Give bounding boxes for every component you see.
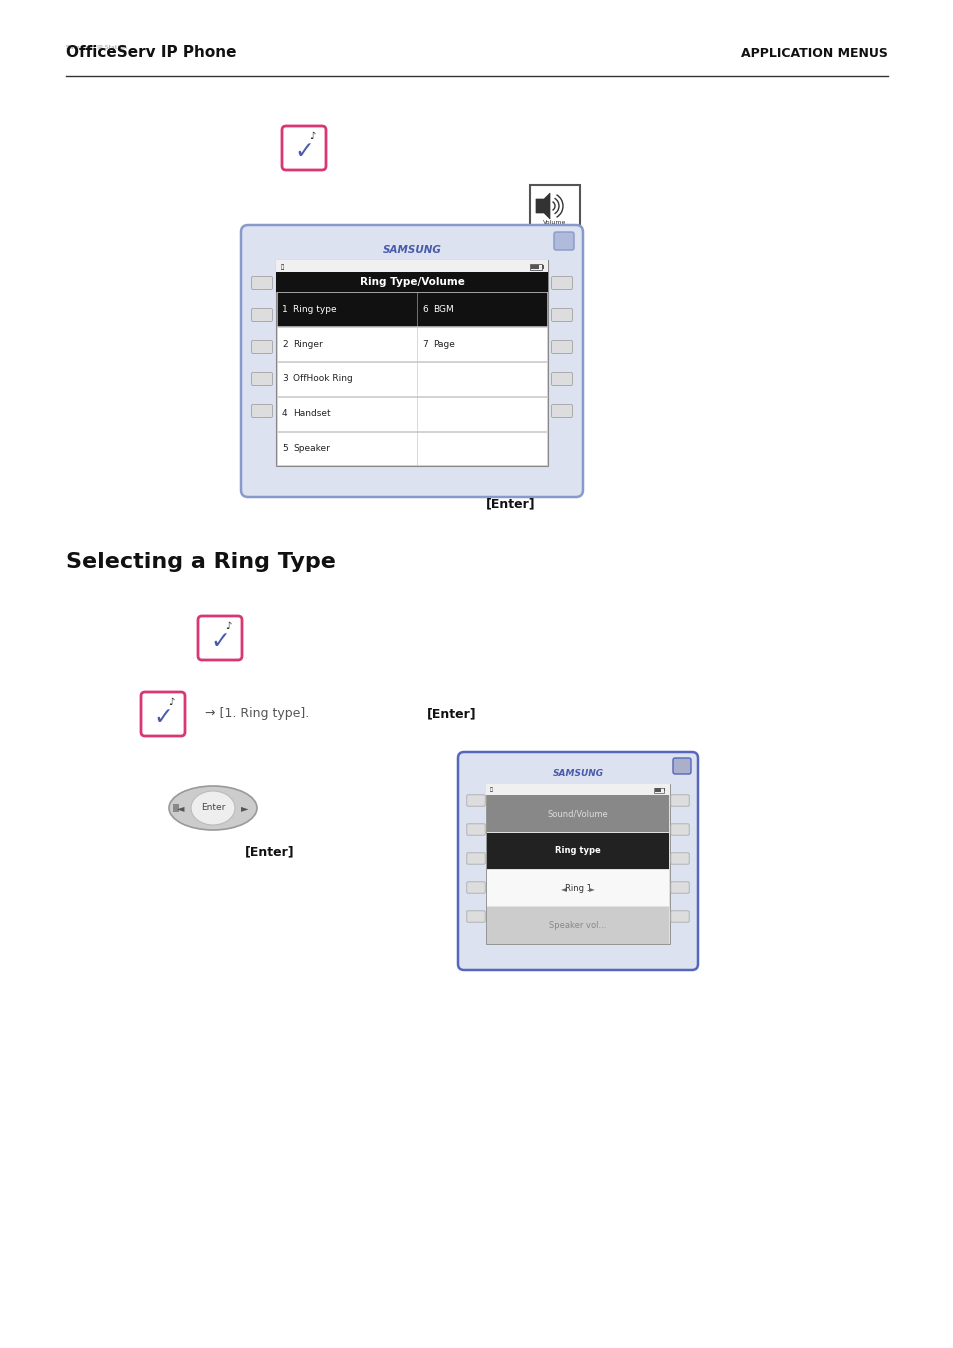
FancyBboxPatch shape: [551, 404, 572, 418]
Text: ✓: ✓: [210, 630, 230, 652]
Bar: [276, 396, 546, 431]
Bar: [275, 272, 547, 293]
Bar: [276, 328, 546, 361]
Text: Ring type: Ring type: [293, 305, 336, 314]
Text: Ring 1: Ring 1: [564, 884, 591, 892]
Text: SAMSUNG: SAMSUNG: [552, 770, 603, 779]
Bar: [654, 789, 663, 793]
FancyBboxPatch shape: [282, 125, 326, 170]
FancyBboxPatch shape: [241, 225, 582, 497]
Text: Page: Page: [433, 340, 455, 349]
Text: [Enter]: [Enter]: [427, 708, 476, 720]
FancyBboxPatch shape: [457, 752, 698, 971]
FancyBboxPatch shape: [252, 341, 273, 353]
Text: Volume: Volume: [543, 220, 566, 225]
Text: → [1. Ring type].: → [1. Ring type].: [205, 708, 309, 720]
FancyBboxPatch shape: [551, 276, 572, 290]
Bar: [486, 869, 668, 906]
Text: Speaker vol...: Speaker vol...: [549, 921, 606, 930]
Bar: [530, 264, 541, 270]
Text: 🔒: 🔒: [281, 264, 284, 270]
Text: 3: 3: [282, 375, 288, 383]
FancyBboxPatch shape: [466, 911, 485, 922]
Bar: [541, 266, 543, 270]
FancyBboxPatch shape: [551, 372, 572, 386]
FancyBboxPatch shape: [670, 824, 688, 836]
Text: Selecting a Ring Type: Selecting a Ring Type: [66, 551, 335, 572]
Text: ►: ►: [241, 803, 249, 813]
Ellipse shape: [169, 786, 256, 830]
Bar: [275, 260, 547, 272]
Text: OfficeServ IP Phone: OfficeServ IP Phone: [66, 44, 236, 61]
Text: SAMSUNG: SAMSUNG: [382, 245, 441, 255]
Text: Speaker: Speaker: [293, 443, 330, 453]
FancyBboxPatch shape: [670, 853, 688, 864]
Bar: [275, 260, 547, 466]
Text: Ring Type/Volume: Ring Type/Volume: [359, 276, 464, 287]
Bar: [531, 266, 538, 270]
Bar: [276, 431, 546, 465]
FancyBboxPatch shape: [672, 758, 690, 774]
Text: [Enter]: [Enter]: [486, 497, 536, 511]
FancyBboxPatch shape: [551, 341, 572, 353]
Text: Ring type: Ring type: [555, 847, 600, 856]
Bar: [486, 795, 668, 832]
FancyBboxPatch shape: [252, 404, 273, 418]
Bar: [485, 785, 669, 795]
FancyBboxPatch shape: [252, 276, 273, 290]
Text: 5: 5: [282, 443, 288, 453]
Bar: [485, 785, 669, 944]
Bar: [172, 803, 179, 811]
FancyBboxPatch shape: [252, 372, 273, 386]
Text: Sound/Volume: Sound/Volume: [547, 809, 608, 818]
Bar: [486, 907, 668, 944]
Bar: [276, 363, 546, 396]
Text: Handset: Handset: [293, 410, 331, 418]
FancyBboxPatch shape: [530, 185, 579, 226]
Text: ◄: ◄: [560, 884, 566, 892]
Text: ♪: ♪: [225, 621, 231, 631]
FancyBboxPatch shape: [554, 232, 574, 249]
FancyBboxPatch shape: [670, 795, 688, 806]
FancyBboxPatch shape: [466, 882, 485, 894]
FancyBboxPatch shape: [466, 824, 485, 836]
Text: [Enter]: [Enter]: [245, 845, 294, 859]
Text: 7: 7: [422, 340, 428, 349]
Text: ►: ►: [588, 884, 595, 892]
FancyBboxPatch shape: [670, 911, 688, 922]
FancyBboxPatch shape: [466, 853, 485, 864]
FancyBboxPatch shape: [252, 309, 273, 322]
Text: 1: 1: [282, 305, 288, 314]
Text: Enter: Enter: [200, 803, 225, 813]
FancyBboxPatch shape: [198, 616, 242, 661]
Text: 🔒: 🔒: [490, 787, 493, 793]
Bar: [663, 789, 665, 791]
Bar: [276, 293, 546, 326]
Bar: [655, 789, 660, 793]
Text: ◄: ◄: [177, 803, 185, 813]
Text: ✓: ✓: [153, 705, 172, 729]
FancyBboxPatch shape: [670, 882, 688, 894]
FancyBboxPatch shape: [551, 309, 572, 322]
Polygon shape: [536, 193, 550, 218]
Text: 2: 2: [282, 340, 287, 349]
Bar: [486, 833, 668, 869]
Text: Samsung IP Station: Samsung IP Station: [66, 44, 127, 50]
Ellipse shape: [191, 791, 234, 825]
Text: ✓: ✓: [294, 139, 314, 163]
Text: ♪: ♪: [168, 697, 173, 708]
FancyBboxPatch shape: [466, 795, 485, 806]
Text: ♪: ♪: [309, 132, 314, 142]
FancyBboxPatch shape: [141, 692, 185, 736]
Text: OffHook Ring: OffHook Ring: [293, 375, 353, 383]
Text: Ringer: Ringer: [293, 340, 322, 349]
Text: BGM: BGM: [433, 305, 454, 314]
Text: 4: 4: [282, 410, 287, 418]
Text: APPLICATION MENUS: APPLICATION MENUS: [740, 47, 887, 61]
Text: 6: 6: [422, 305, 428, 314]
